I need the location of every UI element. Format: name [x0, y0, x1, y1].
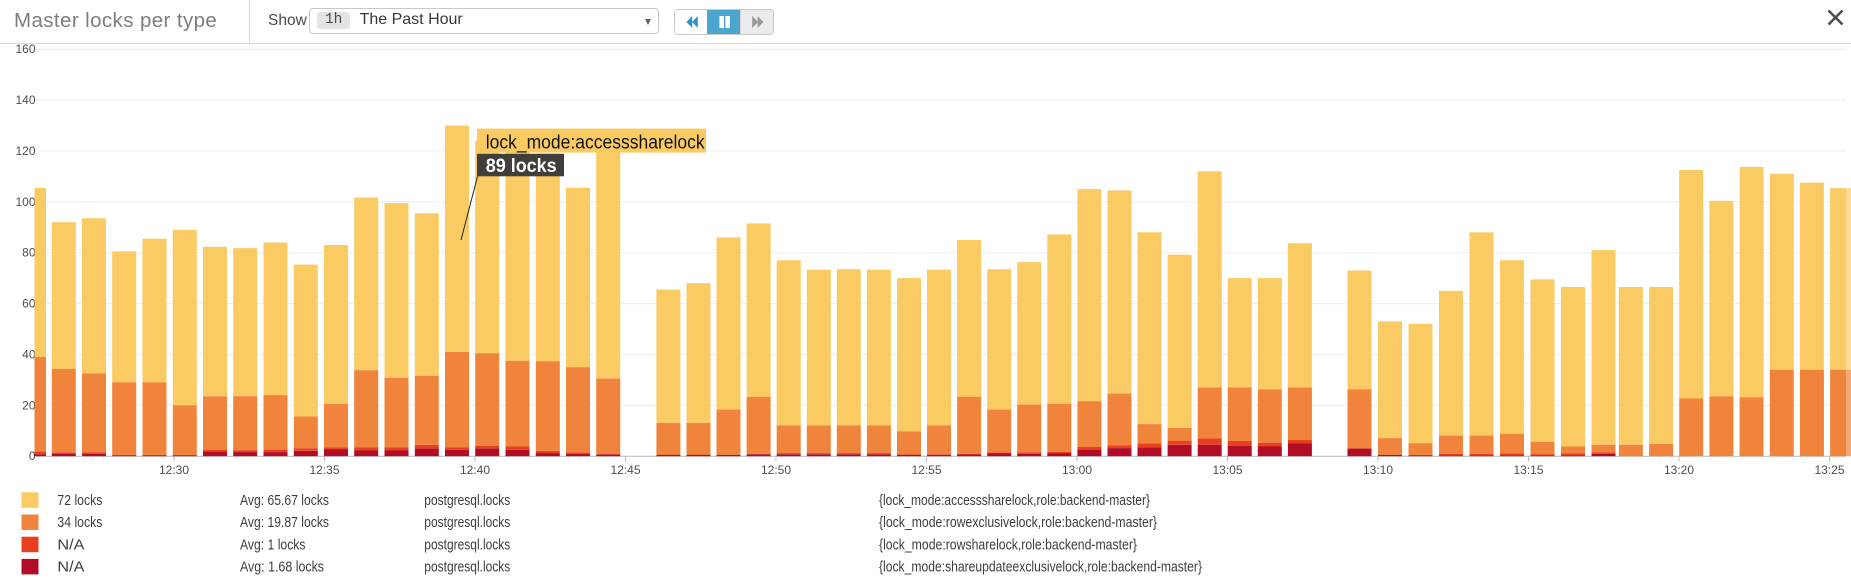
svg-text:postgresql.locks: postgresql.locks	[424, 493, 510, 509]
svg-text:postgresql.locks: postgresql.locks	[424, 537, 510, 553]
svg-text:13:15: 13:15	[1513, 463, 1543, 477]
svg-text:Avg: 19.87 locks: Avg: 19.87 locks	[240, 515, 329, 531]
svg-text:140: 140	[15, 93, 35, 107]
svg-text:{lock_mode:accesssharelock,rol: {lock_mode:accesssharelock,role:backend-…	[879, 493, 1150, 509]
svg-text:postgresql.locks: postgresql.locks	[424, 515, 510, 531]
svg-text:12:30: 12:30	[159, 463, 189, 477]
svg-text:12:40: 12:40	[460, 463, 490, 477]
svg-text:34 locks: 34 locks	[57, 515, 102, 531]
svg-text:12:35: 12:35	[309, 463, 339, 477]
svg-text:0: 0	[29, 449, 36, 463]
svg-text:13:20: 13:20	[1664, 463, 1694, 477]
svg-text:13:25: 13:25	[1814, 463, 1844, 477]
svg-text:{lock_mode:rowexclusivelock,ro: {lock_mode:rowexclusivelock,role:backend…	[879, 515, 1157, 531]
svg-text:Avg: 65.67 locks: Avg: 65.67 locks	[240, 493, 329, 509]
svg-text:12:55: 12:55	[911, 463, 941, 477]
svg-text:postgresql.locks: postgresql.locks	[424, 560, 510, 576]
svg-text:13:10: 13:10	[1363, 463, 1393, 477]
svg-text:lock_mode:accesssharelock: lock_mode:accesssharelock	[486, 133, 705, 154]
svg-text:13:05: 13:05	[1212, 463, 1242, 477]
svg-text:12:50: 12:50	[761, 463, 791, 477]
svg-text:100: 100	[15, 195, 35, 209]
svg-text:72 locks: 72 locks	[57, 493, 102, 509]
svg-text:{lock_mode:rowsharelock,role:b: {lock_mode:rowsharelock,role:backend-mas…	[879, 537, 1137, 553]
svg-text:20: 20	[22, 398, 36, 412]
svg-text:40: 40	[22, 347, 36, 361]
svg-text:60: 60	[22, 297, 36, 311]
svg-text:80: 80	[22, 246, 36, 260]
svg-text:N/A: N/A	[57, 537, 84, 553]
svg-text:89 locks: 89 locks	[486, 156, 557, 177]
svg-text:Avg: 1.68 locks: Avg: 1.68 locks	[240, 560, 324, 576]
svg-text:N/A: N/A	[57, 560, 84, 576]
svg-text:13:00: 13:00	[1062, 463, 1092, 477]
svg-text:160: 160	[15, 42, 35, 56]
svg-text:Avg: 1 locks: Avg: 1 locks	[240, 537, 306, 553]
svg-text:{lock_mode:shareupdateexclusiv: {lock_mode:shareupdateexclusivelock,role…	[879, 560, 1202, 576]
svg-text:120: 120	[15, 144, 35, 158]
svg-text:12:45: 12:45	[610, 463, 640, 477]
